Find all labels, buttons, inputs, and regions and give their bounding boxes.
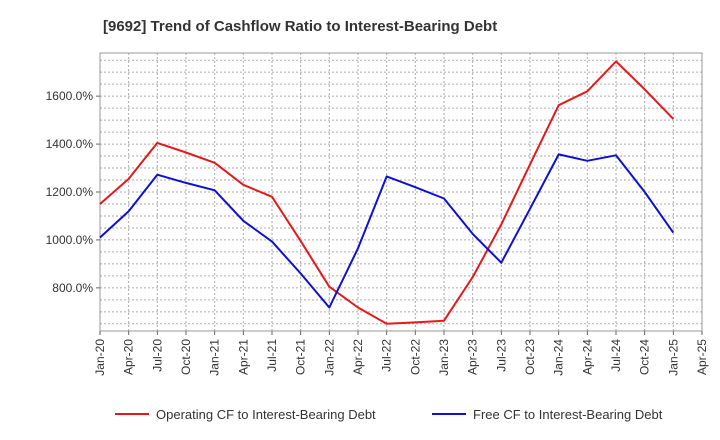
series-layer [99,60,675,325]
legend-label-2: Free CF to Interest-Bearing Debt [473,407,663,422]
x-tick-label: Apr-23 [466,339,480,375]
x-tick-label: Jul-21 [265,339,279,372]
x-tick-label: Jul-24 [609,339,623,372]
x-tick-label: Apr-24 [580,339,594,375]
x-tick-label: Oct-22 [408,339,422,375]
x-tick-label: Oct-20 [179,339,193,375]
y-tick-label: 800.0% [52,281,93,295]
x-tick-label: Oct-21 [294,339,308,375]
x-tick-label: Jan-25 [666,339,680,376]
chart-title: [9692] Trend of Cashflow Ratio to Intere… [103,18,497,35]
x-tick-label: Jan-22 [322,339,336,376]
x-tick-label: Jan-21 [208,339,222,376]
grid-layer [99,53,703,331]
series-line-1 [99,60,675,325]
x-tick-label: Jul-23 [494,339,508,372]
y-tick-label: 1400.0% [46,137,94,151]
x-tick-label: Jul-22 [380,339,394,372]
x-tick-label: Oct-24 [638,339,652,375]
x-tick-label: Apr-25 [695,339,709,375]
y-axis: 800.0% 1000.0% 1200.0% 1400.0% 1600.0% [46,89,100,295]
x-tick-label: Jan-23 [437,339,451,376]
y-tick-label: 1200.0% [46,185,94,199]
x-tick-label: Apr-21 [236,339,250,375]
x-tick-label: Jan-24 [552,339,566,376]
series-line-2 [99,153,675,309]
x-tick-label: Jul-20 [150,339,164,372]
x-tick-label: Apr-22 [351,339,365,375]
legend: Operating CF to Interest-Bearing Debt Fre… [115,407,663,422]
x-tick-label: Jan-20 [93,339,107,376]
x-axis: Jan-20 Apr-20 Jul-20 Oct-20 Jan-21 Apr-21 Jul-… [93,331,709,376]
x-tick-label: Oct-23 [523,339,537,375]
y-tick-label: 1000.0% [46,233,94,247]
y-tick-label: 1600.0% [46,89,94,103]
x-tick-label: Apr-20 [122,339,136,375]
legend-label-1: Operating CF to Interest-Bearing Debt [156,407,376,422]
